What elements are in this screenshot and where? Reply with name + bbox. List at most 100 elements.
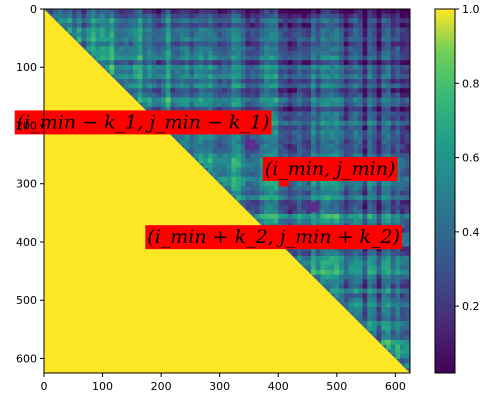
heat-cell [179, 69, 186, 75]
heat-cell [343, 41, 350, 47]
heat-cell [240, 162, 247, 169]
heat-cell [207, 92, 214, 99]
heat-cell [179, 83, 186, 89]
heat-cell [385, 255, 392, 262]
heat-cell [259, 139, 265, 145]
heat-cell [273, 144, 279, 150]
heat-cell [104, 41, 111, 47]
heat-cell [376, 251, 382, 257]
heat-cell [339, 293, 345, 299]
heat-cell [301, 204, 307, 210]
heat-cell [320, 153, 326, 159]
heat-cell [226, 13, 232, 19]
heat-cell [371, 209, 378, 215]
colorbar-tick-label: 0.8 [462, 77, 480, 90]
heat-cell [404, 46, 410, 52]
heat-cell [278, 64, 284, 71]
heat-cell [329, 22, 336, 29]
heat-cell [86, 46, 92, 52]
heat-cell [306, 218, 312, 224]
heat-cell [390, 251, 396, 257]
heat-cell [156, 27, 162, 33]
heat-cell [404, 60, 410, 66]
heat-cell [170, 9, 176, 15]
heat-cell [357, 9, 364, 15]
heat-cell [165, 102, 172, 108]
heat-cell [367, 36, 373, 43]
heat-cell [212, 158, 218, 164]
heat-cell [245, 22, 251, 29]
heat-cell [236, 181, 242, 187]
heat-cell [385, 18, 392, 24]
heat-cell [390, 204, 396, 210]
heat-cell [231, 176, 237, 182]
heat-cell [348, 246, 354, 252]
heat-cell [156, 13, 162, 19]
heat-cell [278, 153, 284, 159]
heat-cell [353, 251, 359, 257]
heat-cell [226, 167, 232, 173]
heat-cell [404, 195, 410, 201]
heat-cell [395, 330, 401, 336]
heat-cell [161, 64, 167, 71]
heat-cell [353, 200, 359, 206]
heat-cell [390, 260, 396, 266]
heat-cell [245, 167, 251, 173]
heat-cell [175, 97, 181, 103]
heat-cell [311, 269, 317, 276]
heat-cell [339, 130, 345, 136]
heat-cell [367, 265, 373, 271]
heat-cell [306, 214, 312, 220]
heat-cell [81, 18, 87, 24]
heat-cell [287, 195, 293, 201]
heat-cell [250, 186, 256, 192]
heat-cell [381, 22, 387, 29]
heat-cell [240, 64, 247, 71]
heat-cell [240, 106, 247, 113]
heat-cell [296, 200, 303, 206]
heat-cell [339, 64, 345, 71]
heat-cell [217, 97, 223, 103]
heat-cell [128, 36, 134, 43]
heat-cell [385, 339, 392, 346]
heat-cell [292, 97, 298, 103]
heat-cell [311, 181, 317, 187]
heat-cell [362, 88, 368, 94]
heat-cell [325, 18, 331, 24]
heat-cell [212, 139, 218, 145]
heat-cell [240, 97, 247, 103]
heat-cell [264, 195, 270, 201]
heat-cell [207, 97, 214, 103]
heat-cell [142, 36, 148, 43]
heat-cell [348, 153, 354, 159]
heat-cell [292, 50, 298, 57]
heat-cell [404, 97, 410, 103]
heat-cell [348, 41, 354, 47]
colorbar-tick-label: 1.0 [462, 3, 480, 16]
heat-cell [362, 246, 368, 252]
heat-cell [273, 50, 279, 57]
heat-cell [320, 9, 326, 15]
heat-cell [123, 69, 129, 75]
heat-cell [353, 106, 359, 113]
heat-cell [184, 41, 190, 47]
heat-cell [236, 102, 242, 108]
heat-cell [133, 60, 139, 66]
heat-cell [343, 288, 350, 294]
heat-cell [381, 88, 387, 94]
heat-cell [133, 36, 139, 43]
heat-cell [400, 167, 406, 173]
heat-cell [343, 92, 350, 99]
heat-cell [301, 260, 307, 266]
heat-cell [198, 22, 204, 29]
heat-cell [273, 22, 279, 29]
heat-cell [400, 158, 406, 164]
heat-cell [133, 88, 139, 94]
heat-cell [371, 186, 378, 192]
heat-cell [390, 69, 396, 75]
heat-cell [400, 288, 406, 294]
heat-cell [362, 60, 368, 66]
heat-cell [72, 9, 78, 15]
heat-cell [226, 181, 232, 187]
heat-cell [315, 64, 321, 71]
